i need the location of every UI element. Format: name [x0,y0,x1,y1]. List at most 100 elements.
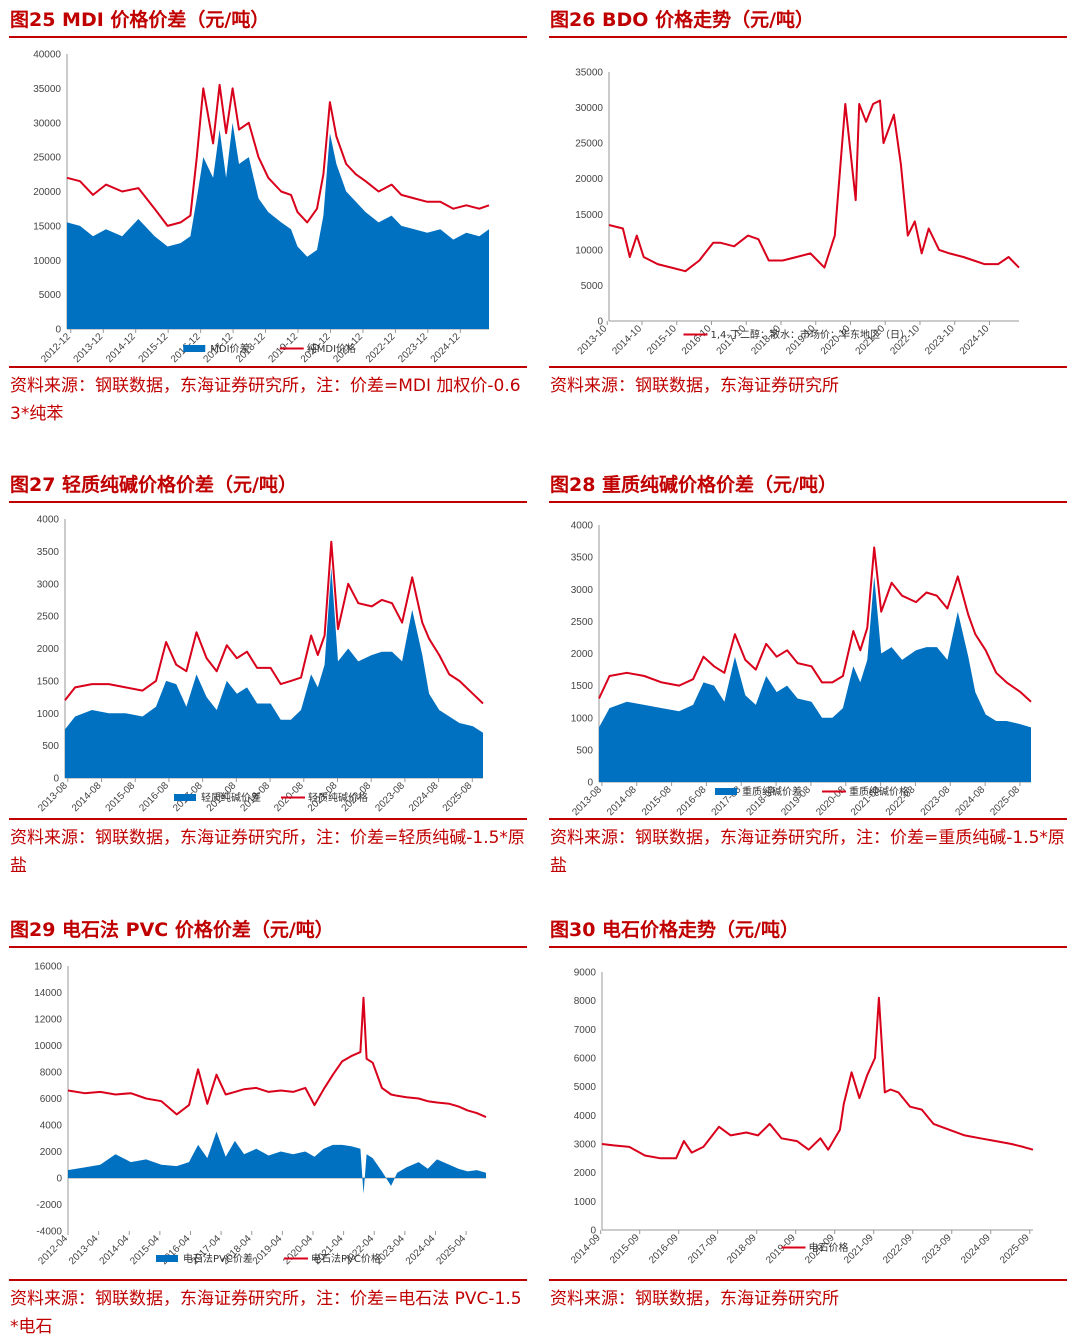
x-tick-label: 2016-09 [647,1232,681,1266]
source-note: 资料来源：钢联数据，东海证券研究所，注：价差=电石法 PVC-1.5*电石 [10,1289,522,1337]
y-tick-label: 15000 [33,221,61,232]
y-tick-label: 3500 [571,553,594,564]
y-tick-label: 25000 [575,139,603,150]
legend-label: 电石法PVC价格 [311,1252,381,1265]
y-tick-label: 5000 [39,290,62,301]
series-line [598,546,1032,703]
legend-label: 重质纯碱价差 [742,785,802,798]
legend-label: 1,4-丁二醇：散水：市场价：华东地区（日） [711,328,911,341]
y-tick-label: 500 [42,741,59,752]
legend-label: 纯MDI价格 [307,342,356,355]
panel-bdo: 图26 BDO 价格走势（元/吨） 0 5000 10000 15000 20000 25… [549,2,1067,400]
x-tick-label: 2022-09 [881,1232,915,1266]
y-tick-label: 3000 [571,585,594,596]
x-tick-label: 2025-08 [441,780,475,814]
x-tick-label: 2023-09 [920,1232,954,1266]
y-tick-label: 40000 [33,50,61,61]
x-tick-label: 2023-08 [919,784,953,818]
series-line [608,99,1020,273]
source-note: 资料来源：钢联数据，东海证券研究所 [550,376,839,396]
chart-calcium-carbide: 0 1000 2000 3000 4000 5000 6000 7000 8000 9000 201… [569,968,1034,1266]
panel-light-soda-ash: 图27 轻质纯碱价格价差（元/吨） 0 500 1000 1500 2000 2500 30… [9,467,527,880]
chart-title: 图29 电石法 PVC 价格价差（元/吨） [9,912,527,948]
y-tick-label: 2000 [574,1168,597,1179]
x-tick-label: 2023-12 [396,331,430,365]
y-tick-label: 0 [56,1174,62,1185]
x-tick-label: 2023-10 [923,323,957,357]
y-tick-label: 6000 [40,1094,63,1105]
y-tick-label: 4000 [574,1111,597,1122]
x-tick-label: 2013-04 [67,1233,101,1267]
y-tick-label: 7000 [574,1025,597,1036]
series-area [65,567,483,778]
y-tick-label: 12000 [34,1015,62,1026]
series-area [599,576,1031,782]
x-tick-label: 2019-09 [764,1232,798,1266]
series-area [67,122,489,329]
legend-label: MDI价差 [210,342,249,355]
y-tick-label: 1500 [571,681,594,692]
y-tick-label: 20000 [575,174,603,185]
y-tick-label: 35000 [33,84,61,95]
y-tick-label: 20000 [33,187,61,198]
series-line [67,996,487,1119]
source-divider [9,1279,527,1281]
y-tick-label: 2500 [571,617,594,628]
y-tick-label: 2000 [40,1147,63,1158]
legend-label: 电石价格 [809,1241,849,1254]
x-tick-label: 2015-08 [104,780,138,814]
x-tick-label: 2014-08 [605,784,639,818]
x-tick-label: 2023-08 [373,780,407,814]
y-tick-label: 5000 [581,281,604,292]
x-tick-label: 2024-09 [959,1232,993,1266]
y-tick-label: 10000 [34,1041,62,1052]
y-tick-label: 0 [53,774,59,785]
y-tick-label: -4000 [36,1227,62,1238]
x-tick-label: 2016-08 [675,784,709,818]
y-tick-label: 8000 [574,996,597,1007]
panel-pvc: 图29 电石法 PVC 价格价差（元/吨） -4000 -2000 0 2000 400… [9,912,527,1337]
y-tick-label: 6000 [574,1054,597,1065]
y-tick-label: 30000 [575,103,603,114]
y-tick-label: -2000 [36,1200,62,1211]
y-tick-label: 10000 [575,245,603,256]
legend-label: 电石法PVC价差 [183,1252,253,1265]
x-tick-label: 2025-04 [434,1233,468,1267]
x-tick-label: 2014-10 [610,323,644,357]
source-divider [549,818,1067,820]
x-tick-label: 2024-08 [407,780,441,814]
y-tick-label: 10000 [33,256,61,267]
legend-swatch [715,788,737,795]
y-tick-label: 1500 [37,676,60,687]
source-divider [549,1279,1067,1281]
x-tick-label: 2014-12 [104,331,138,365]
y-tick-label: 3000 [574,1140,597,1151]
source-note: 资料来源：钢联数据，东海证券研究所 [550,1289,839,1309]
y-tick-label: 2000 [571,649,594,660]
source-divider [9,818,527,820]
y-tick-label: 14000 [34,988,62,999]
source-note: 资料来源：钢联数据，东海证券研究所，注：价差=MDI 加权价-0.63*纯苯 [10,376,521,424]
y-tick-label: 16000 [34,962,62,973]
chart-title: 图25 MDI 价格价差（元/吨） [9,2,527,38]
y-tick-label: 15000 [575,210,603,221]
x-tick-label: 2012-12 [39,331,73,365]
y-tick-label: 0 [55,325,61,336]
y-tick-label: 3500 [37,547,60,558]
x-tick-label: 2019-04 [251,1233,285,1267]
x-tick-label: 2015-09 [608,1232,642,1266]
series-area [68,1131,486,1194]
y-tick-label: 35000 [575,68,603,79]
y-tick-label: 0 [597,317,603,328]
x-tick-label: 2014-04 [98,1233,132,1267]
legend-label: 轻质纯碱价格 [308,791,368,804]
x-tick-label: 2013-08 [570,784,604,818]
chart-bdo: 0 5000 10000 15000 20000 25000 30000 35000 2013-… [575,68,1020,357]
panel-heavy-soda-ash: 图28 重质纯碱价格价差（元/吨） 0 500 1000 1500 2000 2500 30… [549,467,1067,880]
source-divider [9,366,527,368]
x-tick-label: 2017-09 [686,1232,720,1266]
y-tick-label: 0 [590,1226,596,1237]
x-tick-label: 2024-10 [958,323,992,357]
legend-label: 轻质纯碱价差 [201,791,261,804]
